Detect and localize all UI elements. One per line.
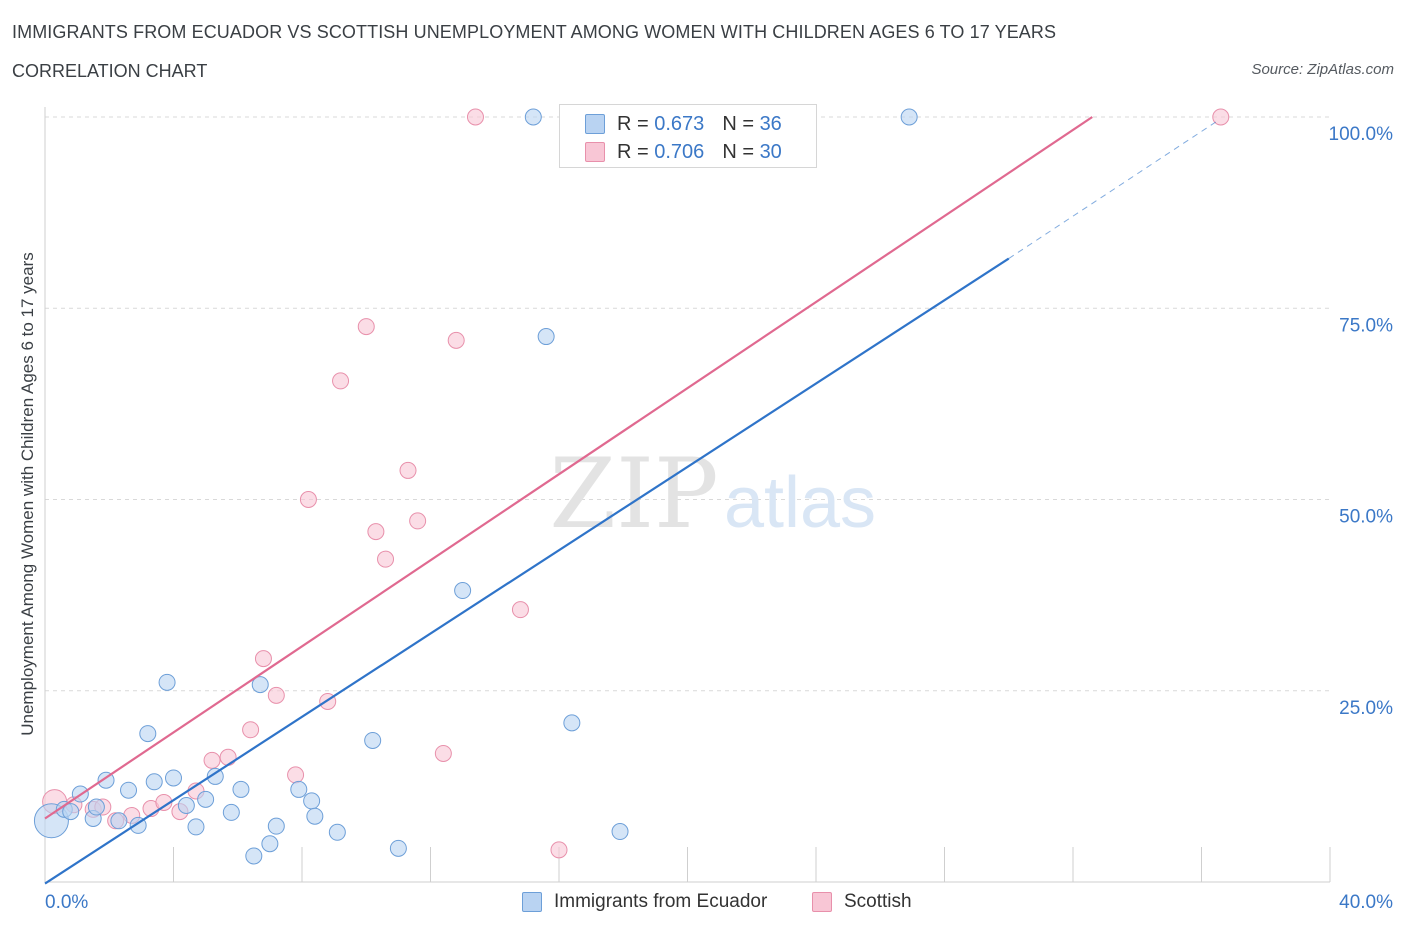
ecuador-points (33, 108, 918, 865)
tick-labels: 25.0% 50.0% 75.0% 100.0% 0.0% 40.0% (45, 124, 1393, 913)
scottish-point (447, 331, 465, 349)
scottish-point (511, 601, 529, 619)
ecuador-point (364, 731, 382, 749)
ecuador-point (267, 817, 285, 835)
ecuador-point (197, 790, 215, 808)
scottish-point (299, 491, 317, 508)
ecuador-point (110, 812, 128, 830)
ecuador-point (524, 108, 542, 126)
source-label: Source: ZipAtlas.com (1251, 61, 1394, 78)
bottom-legend-ecuador: Immigrants from Ecuador (522, 888, 767, 916)
ecuador-point (120, 781, 138, 799)
scottish-point (399, 461, 417, 479)
ecuador-point (563, 714, 581, 732)
ecuador-point (261, 835, 279, 853)
scottish-point (550, 841, 568, 859)
stats-legend: R = 0.673 N = 36 R = 0.706 N = 30 (559, 104, 817, 168)
ecuador-point (62, 803, 80, 821)
x-tick-label: 40.0% (1339, 892, 1393, 913)
legend-swatch-blue (585, 114, 605, 134)
y-tick-label: 100.0% (1329, 124, 1394, 145)
scottish-point (377, 550, 395, 568)
scottish-point (367, 523, 385, 541)
ecuador-point (165, 769, 182, 787)
ecuador-point (245, 847, 263, 865)
scottish-point (254, 650, 272, 668)
ecuador-point (328, 823, 346, 841)
scottish-trend-line (44, 116, 1093, 820)
x-tick-label: 0.0% (45, 892, 88, 913)
ecuador-point (232, 780, 250, 798)
scottish-point (357, 318, 375, 336)
scottish-point (242, 721, 260, 739)
legend-r-label: R = (617, 140, 649, 163)
legend-r-value: 0.706 (654, 140, 705, 163)
bottom-legend-swatch-blue (522, 892, 542, 912)
ecuador-point (306, 807, 324, 825)
ecuador-point (389, 839, 407, 857)
y-tick-label: 75.0% (1339, 315, 1393, 336)
ecuador-point (290, 780, 308, 798)
gridlines (45, 116, 1330, 692)
legend-n-label: N = (722, 140, 754, 163)
ecuador-point (206, 767, 224, 785)
legend-r-value: 0.673 (654, 112, 705, 135)
legend-row-scottish: R = 0.706 N = 30 (585, 140, 782, 164)
ecuador-trend-extension (1008, 120, 1218, 259)
axes (44, 107, 1331, 883)
watermark-zip: ZIP (549, 438, 718, 550)
ecuador-point (158, 673, 176, 691)
legend-n-value: 36 (759, 112, 782, 135)
legend-n-label: N = (722, 112, 754, 135)
watermark-atlas: atlas (724, 463, 876, 543)
ecuador-point (145, 773, 163, 791)
bottom-legend-swatch-pink (812, 892, 832, 912)
ecuador-point (537, 328, 555, 346)
y-tick-label: 50.0% (1339, 507, 1393, 528)
y-tick-label: 25.0% (1339, 698, 1393, 719)
legend-r-label: R = (617, 112, 649, 135)
watermark: ZIP atlas (549, 438, 876, 550)
legend-n-value: 30 (759, 140, 782, 163)
chart-subtitle: CORRELATION CHART (12, 61, 208, 81)
scottish-point (1212, 108, 1230, 126)
scottish-point (434, 744, 452, 762)
bottom-legend-label: Scottish (844, 891, 912, 912)
legend-swatch-pink (585, 142, 605, 162)
ecuador-point (139, 725, 157, 743)
scottish-point (267, 686, 285, 704)
scottish-point (203, 751, 221, 769)
ecuador-point (454, 582, 472, 600)
ecuador-point (187, 818, 205, 836)
legend-row-ecuador: R = 0.673 N = 36 (585, 112, 782, 136)
bottom-legend-scottish: Scottish (812, 888, 912, 916)
ecuador-point (251, 676, 269, 694)
ecuador-point (87, 798, 105, 816)
scottish-point (409, 512, 427, 530)
ecuador-point (611, 823, 629, 841)
ecuador-point (900, 108, 918, 126)
scottish-point (287, 766, 305, 784)
bottom-legend-label: Immigrants from Ecuador (554, 891, 768, 912)
ecuador-point (303, 792, 321, 810)
scottish-point (332, 372, 350, 390)
ecuador-trend-line (44, 257, 1010, 885)
trend-lines (44, 116, 1218, 885)
ecuador-point (222, 803, 240, 821)
scottish-point (219, 748, 237, 766)
ecuador-point (177, 797, 195, 814)
chart-title: IMMIGRANTS FROM ECUADOR VS SCOTTISH UNEM… (12, 22, 1057, 42)
scottish-point (466, 108, 484, 126)
